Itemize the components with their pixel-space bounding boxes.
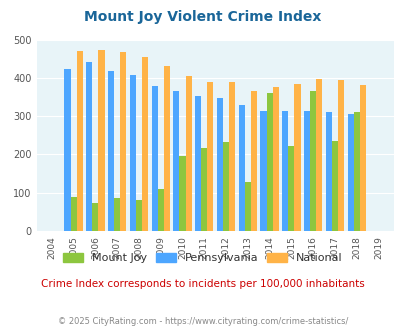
Bar: [272, 87, 278, 231]
Bar: [216, 98, 222, 231]
Bar: [142, 57, 148, 231]
Bar: [315, 79, 322, 231]
Bar: [266, 93, 272, 231]
Bar: [359, 85, 365, 231]
Bar: [201, 148, 207, 231]
Bar: [337, 80, 343, 231]
Bar: [281, 111, 288, 231]
Bar: [179, 156, 185, 231]
Bar: [325, 112, 331, 231]
Bar: [347, 114, 353, 231]
Bar: [195, 96, 201, 231]
Bar: [120, 52, 126, 231]
Bar: [77, 51, 83, 231]
Bar: [294, 84, 300, 231]
Bar: [260, 111, 266, 231]
Text: © 2025 CityRating.com - https://www.cityrating.com/crime-statistics/: © 2025 CityRating.com - https://www.city…: [58, 317, 347, 326]
Bar: [331, 141, 337, 231]
Bar: [163, 66, 169, 231]
Bar: [98, 50, 104, 231]
Bar: [136, 200, 142, 231]
Bar: [157, 188, 163, 231]
Bar: [207, 82, 213, 231]
Bar: [70, 197, 77, 231]
Bar: [244, 182, 250, 231]
Bar: [222, 142, 228, 231]
Bar: [108, 71, 114, 231]
Text: Mount Joy Violent Crime Index: Mount Joy Violent Crime Index: [84, 10, 321, 24]
Bar: [185, 76, 191, 231]
Bar: [151, 86, 157, 231]
Legend: Mount Joy, Pennsylvania, National: Mount Joy, Pennsylvania, National: [58, 248, 347, 268]
Bar: [114, 198, 120, 231]
Bar: [353, 112, 359, 231]
Bar: [130, 75, 136, 231]
Bar: [238, 106, 244, 231]
Bar: [303, 111, 309, 231]
Bar: [309, 90, 315, 231]
Text: Crime Index corresponds to incidents per 100,000 inhabitants: Crime Index corresponds to incidents per…: [41, 279, 364, 289]
Bar: [92, 203, 98, 231]
Bar: [228, 82, 234, 231]
Bar: [173, 91, 179, 231]
Bar: [64, 69, 70, 231]
Bar: [288, 146, 294, 231]
Bar: [86, 62, 92, 231]
Bar: [250, 90, 256, 231]
